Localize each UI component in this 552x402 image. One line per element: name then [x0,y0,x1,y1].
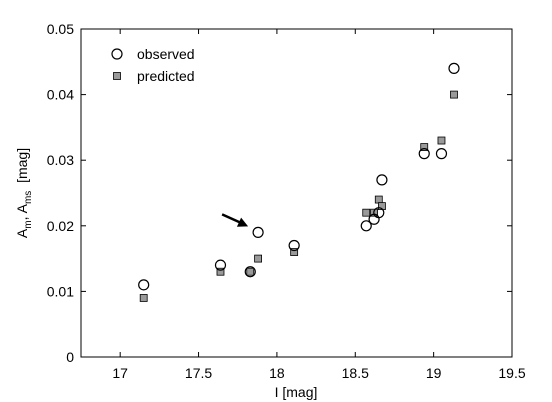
legend-predicted-marker [113,72,121,80]
plot-area [80,28,513,358]
observed-point [138,279,150,291]
legend-predicted-label: predicted [137,68,195,84]
observed-point [435,148,448,160]
arrow-shaft [221,213,243,225]
observed-point [252,226,264,238]
x-tick-label: 17 [112,365,128,381]
plot-frame [80,28,513,358]
y-label-a2: A [14,203,30,213]
predicted-point [450,90,458,99]
observed-point [448,62,460,74]
x-axis-label: I [mag] [275,384,318,400]
y-tick-label: 0.04 [47,87,74,103]
x-tick-label: 18.5 [342,365,369,381]
annotations [221,213,249,227]
y-tick-label: 0.05 [47,21,74,37]
axis-ticks [81,28,513,358]
legend-observed-marker [111,48,123,60]
predicted-point [374,195,383,204]
predicted-point [216,267,225,276]
y-label-unit: [mag] [14,148,30,191]
predicted-point [378,202,386,211]
x-tick-label: 17.5 [185,365,212,381]
arrow-head [236,217,249,227]
legend: observed predicted [111,46,195,84]
predicted-point [254,254,263,263]
y-tick-label: 0.03 [47,152,74,168]
observed-point [373,207,385,219]
y-tick-label: 0.01 [47,283,74,299]
x-tick-label: 19 [426,365,442,381]
predicted-point [290,248,299,256]
predicted-point [420,143,429,151]
x-tick-labels: 17 17.5 18 18.5 19 19.5 [112,365,525,381]
y-tick-label: 0.02 [47,218,74,234]
x-tick-label: 18 [269,365,285,381]
observed-point [244,266,256,278]
legend-observed-label: observed [137,46,195,62]
predicted-point [437,136,446,145]
data-points [138,62,460,302]
observed-point [214,259,227,271]
predicted-point [139,294,148,302]
x-tick-label: 19.5 [498,365,525,381]
observed-point [360,220,372,232]
y-label-a2-sub: ms [23,191,34,204]
predicted-point [246,267,255,276]
observed-point [376,174,388,186]
y-label-sep: , [14,213,30,220]
y-tick-labels: 0 0.01 0.02 0.03 0.04 0.05 [47,21,74,365]
y-label-a1-sub: m [23,220,34,228]
y-axis-label: Am, Ams [mag] [14,148,34,238]
y-label-a1: A [14,228,30,238]
y-tick-label: 0 [66,349,74,365]
observed-point [418,148,430,160]
observed-point [288,239,300,252]
predicted-point [362,208,371,217]
